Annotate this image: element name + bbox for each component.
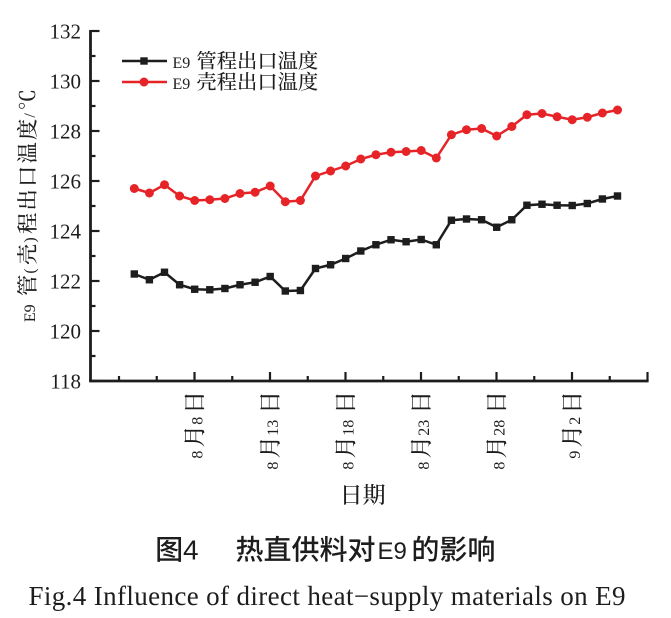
svg-text:Fig.4 Influence of direct hea: Fig.4 Influence of direct heat−supply ma…: [29, 581, 626, 611]
svg-text:8: 8: [492, 462, 509, 470]
svg-text:8: 8: [341, 462, 358, 470]
svg-text:2: 2: [567, 417, 584, 425]
svg-text:122: 122: [50, 269, 82, 293]
svg-text:23: 23: [416, 420, 433, 436]
svg-text:124: 124: [50, 219, 82, 243]
svg-text:E9: E9: [173, 55, 191, 72]
svg-text:28: 28: [492, 420, 509, 436]
svg-text:8: 8: [265, 462, 282, 470]
svg-text:126: 126: [50, 169, 82, 193]
svg-text:(: (: [22, 268, 39, 273]
svg-text:/: /: [22, 113, 39, 118]
svg-text:): ): [22, 237, 39, 242]
svg-text:118: 118: [50, 369, 81, 393]
svg-text:4: 4: [183, 535, 199, 566]
svg-text:E9: E9: [22, 304, 39, 322]
svg-text:E9: E9: [378, 538, 407, 565]
svg-text:132: 132: [50, 19, 82, 43]
svg-text:E9: E9: [173, 76, 191, 93]
svg-text:9: 9: [567, 451, 584, 459]
svg-text:8: 8: [190, 451, 207, 459]
svg-text:8: 8: [190, 417, 207, 425]
svg-text:120: 120: [50, 319, 82, 343]
svg-text:13: 13: [265, 420, 282, 436]
svg-text:8: 8: [416, 462, 433, 470]
svg-text:128: 128: [50, 119, 82, 143]
svg-text:130: 130: [50, 69, 82, 93]
svg-text:18: 18: [341, 420, 358, 436]
